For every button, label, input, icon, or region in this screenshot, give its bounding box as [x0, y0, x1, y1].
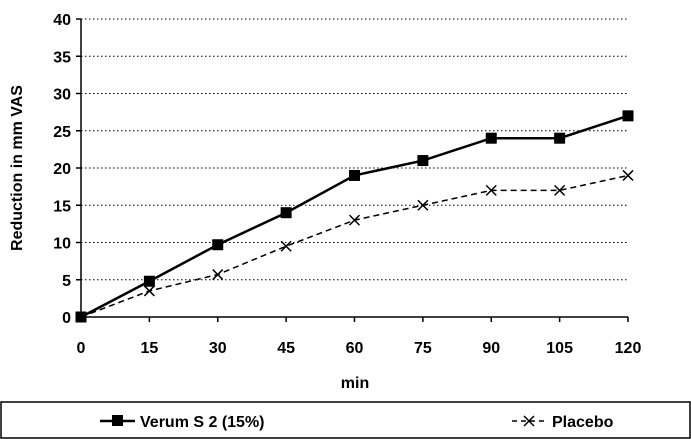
- legend-label-placebo: Placebo: [552, 414, 614, 431]
- data-point: [554, 132, 566, 144]
- data-point: [212, 269, 224, 281]
- grid-lines: [81, 18, 628, 281]
- data-point: [348, 214, 361, 226]
- legend-marker-verum: [112, 415, 123, 426]
- y-tick-label: 20: [53, 161, 71, 178]
- y-tick-label: 25: [53, 124, 71, 141]
- series-group: [75, 110, 634, 323]
- legend-label-verum: Verum S 2 (15%): [140, 414, 265, 431]
- x-tick-labels: 0 15 30 45 60 75 90 105 120: [77, 340, 642, 357]
- y-axis-title: Reduction in mm VAS: [9, 85, 26, 251]
- x-tick-label: 90: [482, 340, 500, 357]
- y-tick-label: 15: [53, 198, 71, 215]
- x-tick-label: 105: [546, 340, 573, 357]
- x-tick-label: 15: [140, 340, 158, 357]
- legend: Verum S 2 (15%) Placebo: [0, 401, 691, 439]
- y-tick-label: 40: [53, 12, 71, 29]
- data-point: [417, 199, 429, 211]
- data-point: [280, 207, 292, 219]
- data-point: [143, 285, 155, 297]
- x-tick-label: 30: [209, 340, 227, 357]
- series-verum: [75, 110, 634, 323]
- data-point: [485, 184, 497, 196]
- data-point: [622, 110, 634, 122]
- data-point: [143, 275, 155, 287]
- data-point: [554, 184, 566, 196]
- data-point: [212, 239, 224, 251]
- data-point: [485, 132, 497, 144]
- y-tick-label: 0: [62, 310, 71, 327]
- y-tick-label: 30: [53, 87, 71, 104]
- legend-marker-placebo: [523, 415, 535, 427]
- series-placebo: [75, 169, 634, 323]
- data-point: [417, 155, 429, 167]
- y-tick-label: 35: [53, 49, 71, 66]
- data-point: [349, 169, 360, 181]
- series-line: [80, 174, 629, 318]
- y-tick-label: 5: [62, 273, 71, 290]
- data-point: [75, 311, 87, 323]
- x-tick-label: 0: [77, 340, 86, 357]
- x-axis-title: min: [341, 375, 369, 392]
- y-tick-label: 10: [53, 236, 71, 253]
- series-line: [80, 114, 629, 319]
- x-tick-label: 60: [346, 340, 364, 357]
- data-point: [280, 240, 292, 252]
- data-point: [622, 169, 634, 181]
- x-tick-label: 45: [277, 340, 295, 357]
- y-tick-labels: 0 5 10 15 20 25 30 35 40: [53, 12, 71, 327]
- x-tick-label: 75: [414, 340, 432, 357]
- x-tick-label: 120: [615, 340, 642, 357]
